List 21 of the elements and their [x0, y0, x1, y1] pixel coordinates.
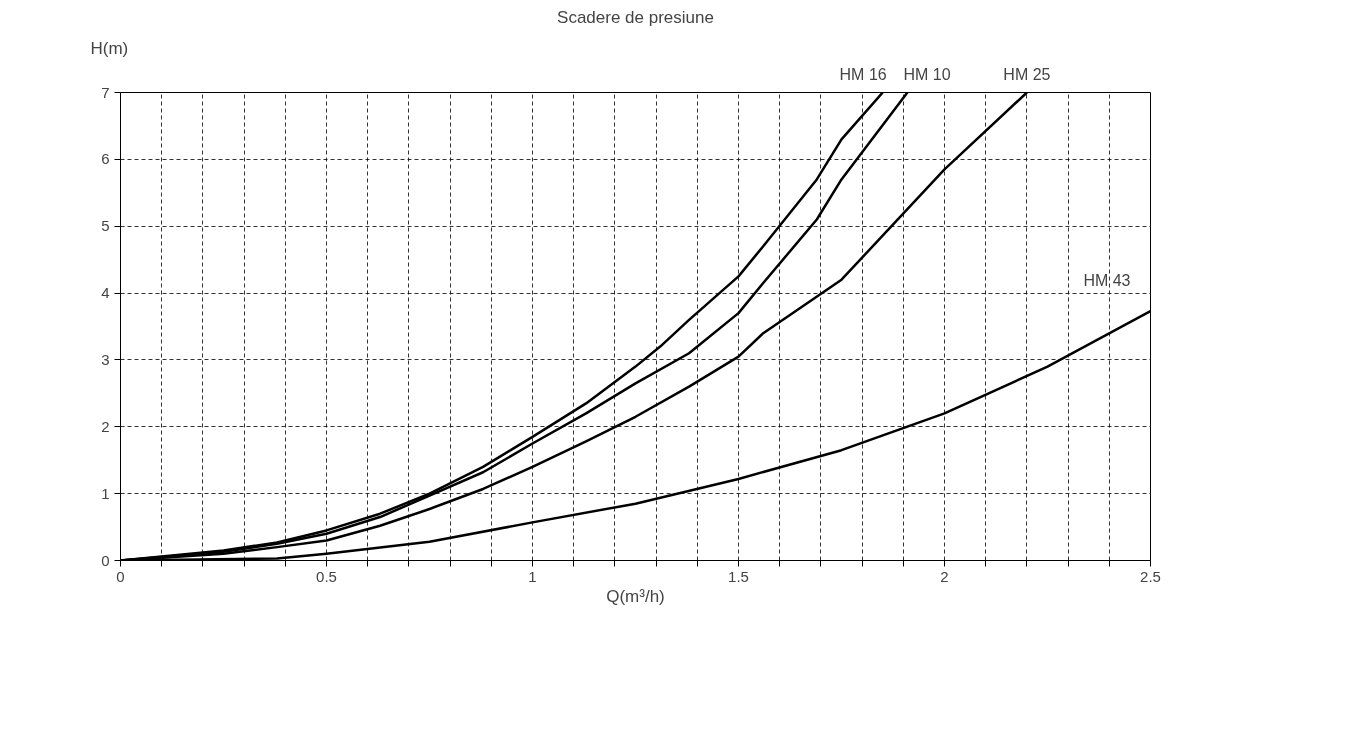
x-tick-label: 1.5	[728, 567, 749, 585]
x-tick-label: 2	[940, 567, 949, 585]
x-axis-title: Q(m³/h)	[606, 586, 665, 606]
y-tick-label: 5	[101, 217, 110, 235]
series-label: HM 16	[839, 65, 887, 83]
y-tick-label: 0	[101, 551, 110, 569]
y-tick-label: 2	[101, 417, 110, 435]
y-tick-label: 6	[101, 150, 110, 168]
y-tick-label: 4	[101, 284, 110, 302]
chart-title: Scadere de presiune	[557, 7, 714, 27]
x-tick-label: 2.5	[1140, 567, 1161, 585]
y-tick-label: 3	[101, 350, 110, 368]
x-tick-label: 1	[528, 567, 537, 585]
y-tick-label: 7	[101, 83, 110, 101]
series-label: HM 10	[903, 65, 951, 83]
series-label: HM 43	[1083, 272, 1131, 290]
y-axis-title: H(m)	[90, 38, 129, 58]
x-tick-label: 0	[116, 567, 125, 585]
x-tick-label: 0.5	[316, 567, 337, 585]
series-label: HM 25	[1003, 65, 1051, 83]
y-tick-label: 1	[101, 484, 110, 502]
